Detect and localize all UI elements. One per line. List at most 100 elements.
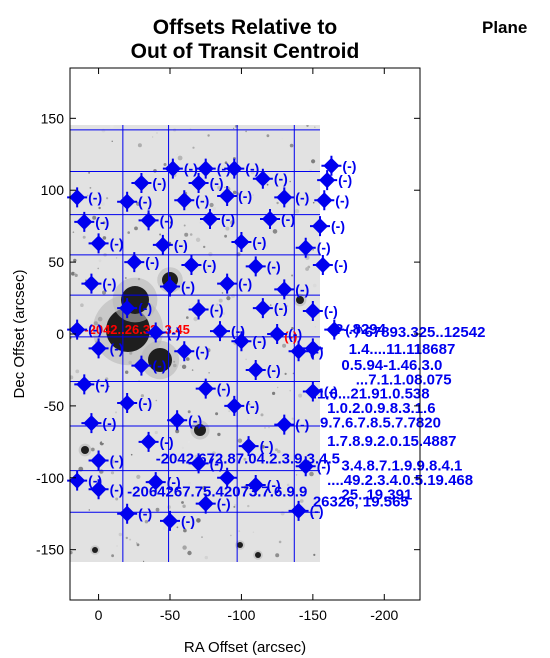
marker-crosshair	[231, 231, 252, 252]
sky-noise-dot	[136, 201, 141, 206]
sky-noise-dot	[102, 221, 106, 225]
sky-noise-dot	[206, 348, 211, 353]
marker-label: (-)	[252, 333, 266, 349]
sky-noise-dot	[280, 451, 284, 455]
marker-crosshair	[195, 378, 216, 399]
sky-noise-dot	[309, 471, 314, 477]
marker-label: (-)	[110, 235, 124, 251]
marker-label: (-)	[110, 481, 124, 497]
marker-crosshair	[81, 273, 102, 294]
marker-label: (-)	[338, 172, 352, 188]
sky-noise-dot	[224, 161, 228, 164]
sky-noise-dot	[251, 337, 257, 343]
sky-noise-dot	[248, 403, 251, 406]
marker-crosshair	[252, 298, 273, 319]
marker-label: (-)	[334, 257, 348, 273]
marker-crosshair	[302, 338, 323, 359]
sky-noise-dot	[237, 438, 243, 443]
sky-noise-dot	[199, 221, 202, 224]
marker-label: (-)	[138, 300, 152, 316]
sky-noise-dot	[135, 457, 140, 463]
marker-crosshair	[181, 254, 202, 275]
marker-crosshair	[324, 319, 345, 340]
marker-label: (-)	[267, 477, 281, 493]
sky-noise-dot	[233, 127, 235, 129]
marker-label: (-)	[188, 412, 202, 428]
sky-noise-dot	[181, 364, 187, 369]
sky-noise-dot	[137, 143, 142, 148]
marker-crosshair	[81, 413, 102, 434]
marker-label: (-)	[217, 496, 231, 512]
sky-noise-dot	[245, 358, 247, 361]
marker-crosshair	[174, 341, 195, 362]
sky-noise-dot	[246, 418, 249, 421]
marker-label: (-)	[274, 300, 288, 316]
chart-title-line-1: Offsets Relative to	[152, 16, 338, 39]
x-tick-label: -200	[370, 607, 398, 623]
sky-noise-dot	[176, 526, 179, 529]
sky-noise-dot	[215, 412, 219, 416]
sky-noise-dot	[291, 327, 294, 330]
marker-label: (-)	[152, 175, 166, 191]
sky-noise-dot	[181, 446, 185, 450]
marker-crosshair	[138, 431, 159, 452]
sky-noise-dot	[261, 445, 265, 449]
marker-label: (-)	[310, 503, 324, 519]
marker-crosshair	[117, 191, 138, 212]
sky-noise-dot	[187, 481, 192, 485]
marker-label: (-)	[184, 161, 198, 177]
marker-crosshair	[267, 324, 288, 344]
sky-noise-dot	[217, 185, 221, 190]
marker-crosshair	[88, 233, 109, 254]
sky-noise-dot	[108, 385, 110, 388]
sky-noise-dot	[110, 459, 115, 464]
sky-noise-dot	[74, 272, 76, 275]
panel-title-clipped: Plane	[482, 18, 528, 37]
marker-label: (-)	[217, 381, 231, 397]
marker-crosshair	[145, 322, 166, 343]
sky-noise-dot	[98, 259, 102, 263]
marker-crosshair	[260, 208, 280, 229]
marker-label: (-)	[102, 276, 116, 292]
value-label: -2042.672.87.04.2.3.9.3.4.5	[156, 450, 340, 467]
y-tick-label: 100	[41, 182, 65, 198]
marker-crosshair	[117, 393, 138, 414]
marker-label: (-)	[221, 211, 235, 227]
sky-noise-dot	[186, 357, 190, 361]
sky-noise-dot	[168, 248, 170, 250]
marker-crosshair	[200, 208, 220, 229]
marker-crosshair	[217, 185, 238, 206]
sky-noise-dot	[155, 131, 159, 135]
sky-noise-dot	[192, 146, 195, 149]
sky-noise-dot	[193, 316, 198, 322]
marker-crosshair	[88, 450, 109, 471]
marker-crosshair	[288, 341, 309, 362]
y-tick-label: -50	[44, 398, 64, 414]
marker-label: (-)	[252, 234, 266, 250]
sky-noise-dot	[70, 550, 73, 555]
sky-noise-dot	[125, 370, 129, 374]
sky-noise-dot	[98, 206, 101, 210]
value-label: ....49.2.3.4.0.5.19.468	[327, 472, 473, 489]
sky-noise-dot	[109, 125, 114, 129]
y-tick-label: -100	[36, 470, 64, 486]
marker-label: (-)	[217, 161, 231, 177]
x-axis-label: RA Offset (arcsec)	[184, 639, 306, 656]
sky-noise-dot	[176, 153, 179, 156]
marker-crosshair	[74, 211, 95, 232]
sky-noise-dot	[299, 499, 304, 503]
marker-label: (-)	[88, 189, 102, 205]
sky-noise-dot	[277, 386, 279, 389]
marker-label: (-)	[138, 194, 152, 210]
marker-crosshair	[302, 381, 323, 402]
marker-label: (-)	[160, 434, 174, 450]
star	[255, 552, 261, 558]
marker-crosshair	[274, 414, 295, 435]
sky-noise-dot	[264, 426, 266, 429]
sky-noise-dot	[97, 267, 99, 270]
marker-label: (-)	[317, 240, 331, 256]
y-tick-label: 50	[48, 254, 64, 270]
chart-title-line-2: Out of Transit Centroid	[130, 40, 360, 63]
sky-noise-dot	[232, 190, 237, 195]
